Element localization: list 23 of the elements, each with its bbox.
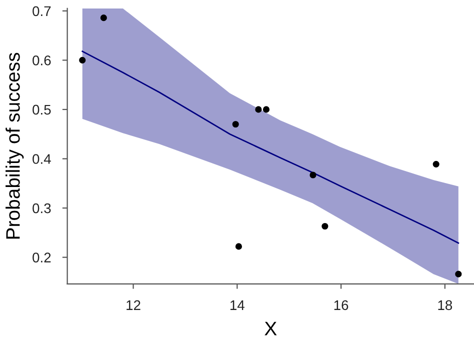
x-axis-title: X — [264, 322, 277, 336]
x-tick-label: 14 — [230, 300, 244, 310]
point — [432, 160, 440, 168]
line-series — [82, 50, 460, 244]
y-tick-label: 0.7 — [32, 6, 51, 16]
point — [262, 106, 270, 113]
y-axis-title: Probability of success — [6, 52, 24, 239]
x-tick-label: 18 — [438, 300, 452, 310]
y-tick-label: 0.2 — [32, 252, 51, 262]
point — [322, 222, 328, 230]
point — [310, 172, 316, 178]
point — [100, 14, 107, 22]
x-tick-label: 12 — [126, 300, 140, 310]
y-tick-label: 0.6 — [32, 56, 51, 66]
point — [235, 243, 242, 250]
y-tick-label: 0.4 — [32, 154, 51, 164]
y-tick-label: 0.5 — [32, 104, 51, 115]
x-tick-label: 16 — [334, 300, 348, 310]
point — [455, 270, 462, 278]
point — [255, 106, 262, 113]
y-tick-label: 0.3 — [32, 203, 51, 214]
point — [79, 56, 86, 64]
point — [232, 120, 239, 128]
